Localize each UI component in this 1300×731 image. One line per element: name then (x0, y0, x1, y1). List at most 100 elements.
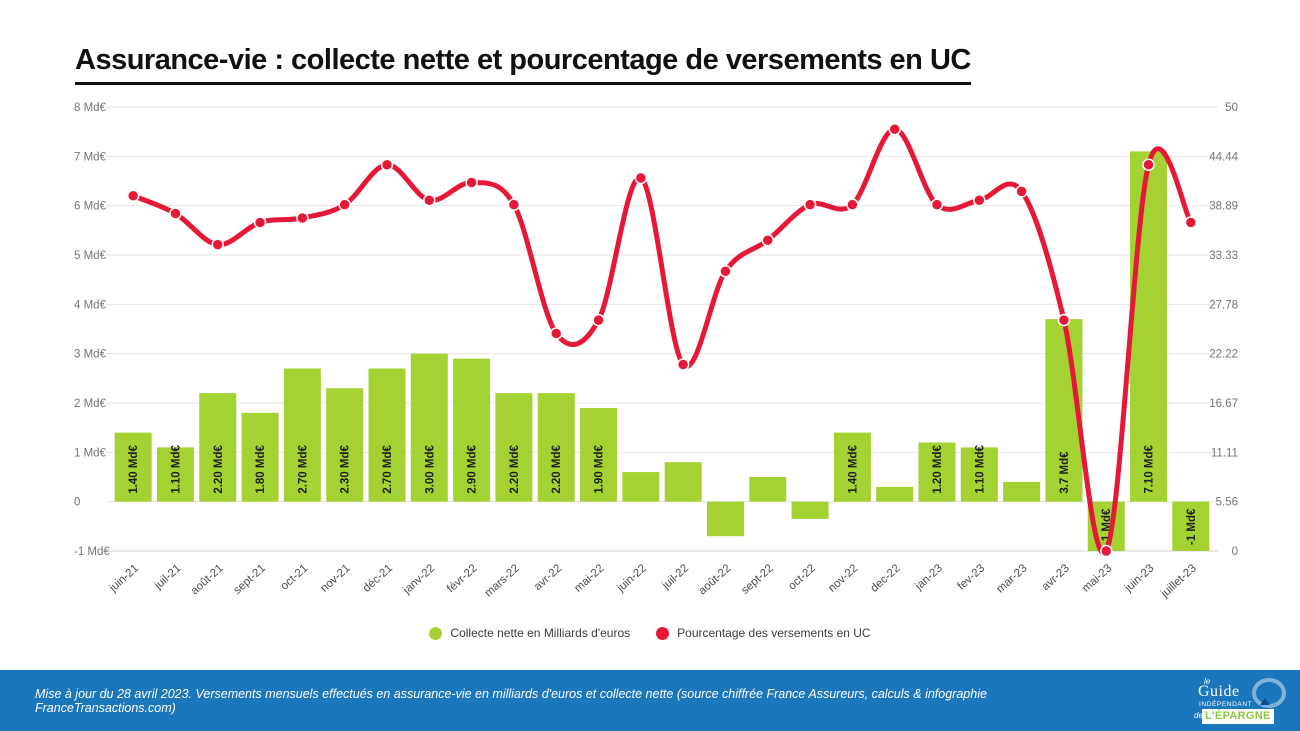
line-point (296, 211, 309, 225)
line-point (253, 216, 267, 229)
line-point (549, 327, 563, 340)
footer: Mise à jour du 28 avril 2023. Versements… (0, 670, 1300, 731)
left-axis-label: -1 Md€ (74, 546, 110, 558)
bar (368, 368, 406, 502)
bar (156, 447, 194, 502)
logo-epargne: L'ÉPARGNE (1202, 709, 1274, 724)
x-axis-label: janv-22 (401, 562, 438, 597)
bar (749, 477, 787, 502)
bar-value-label: 2.70 Md€ (297, 444, 309, 493)
line-point (973, 193, 986, 207)
x-axis-label: mai-22 (572, 562, 606, 594)
bar-value-label: 3.00 Md€ (424, 444, 436, 493)
line-point (465, 176, 478, 189)
bar-value-label: 1.20 Md€ (932, 444, 944, 493)
right-axis-label: 38.89 (1209, 201, 1238, 213)
line-point (380, 158, 394, 171)
logo-arrow-icon (1260, 698, 1270, 705)
left-axis-label: 2 Md€ (74, 398, 107, 410)
line-point (761, 233, 775, 247)
bar-value-label: 1.40 Md€ (128, 444, 140, 493)
bar (326, 388, 364, 502)
line-point (1099, 544, 1113, 558)
line-point (423, 193, 436, 207)
right-axis-label: 50 (1225, 102, 1238, 114)
bar-value-label: 1.80 Md€ (255, 444, 267, 493)
line-point (1057, 313, 1071, 327)
chart-legend: Collecte nette en Milliards d'euros Pour… (0, 618, 1300, 648)
legend-label-collecte: Collecte nette en Milliards d'euros (450, 626, 631, 640)
left-axis-label: 3 Md€ (74, 349, 107, 361)
x-axis-label: août-22 (696, 562, 733, 597)
left-axis-label: 5 Md€ (74, 250, 107, 262)
x-axis-label: avr-23 (1040, 562, 1072, 593)
bar-value-label: 1.10 Md€ (974, 444, 986, 493)
bar (664, 462, 702, 502)
line-point (507, 198, 521, 211)
x-axis-label: mar-23 (995, 562, 1030, 595)
bar-value-label: 7.10 Md€ (1144, 444, 1156, 493)
x-axis-label: déc-21 (361, 562, 395, 594)
bar (241, 412, 279, 502)
x-axis-label: juin-21 (107, 562, 141, 595)
guide-epargne-logo: le Guide INDÉPENDANT de L'ÉPARGNE (1192, 678, 1288, 724)
x-axis-label: oct-22 (786, 562, 818, 592)
footer-source-text: Mise à jour du 28 avril 2023. Versements… (35, 686, 987, 715)
bar-value-label: 2.20 Md€ (213, 444, 225, 493)
right-axis-label: 16.67 (1209, 398, 1238, 410)
bar (918, 442, 956, 502)
x-axis-label: sept-21 (232, 562, 269, 597)
logo-le: le (1204, 677, 1211, 686)
x-axis-label: juillet-23 (1158, 562, 1199, 600)
bar (791, 501, 829, 519)
bar-value-label: 1.40 Md€ (847, 444, 859, 493)
page-title: Assurance-vie : collecte nette et pource… (75, 44, 971, 85)
x-axis-label: févr-22 (445, 562, 480, 595)
logo-independant: INDÉPENDANT (1199, 701, 1253, 708)
left-axis-label: 0 (74, 497, 80, 509)
x-axis-label: sept-22 (739, 562, 776, 597)
bar-value-label: 1.90 Md€ (594, 444, 606, 493)
bar-value-label: 3.7 Md€ (1059, 451, 1071, 494)
bar (833, 432, 871, 502)
line-point (592, 313, 605, 327)
bar-value-label: 2.20 Md€ (551, 444, 563, 493)
logo-de: de (1194, 711, 1203, 720)
red-dot-icon (656, 626, 670, 640)
left-axis-label: 6 Md€ (74, 201, 107, 213)
chart-area: 8 Md€ 7 Md€ 6 Md€ 5 Md€ 4 Md€ 3 Md€ 2 Md€ 1 Md€… (0, 92, 1300, 612)
bar (410, 353, 448, 502)
x-axis-label: juil-21 (152, 562, 184, 592)
x-axis-label: avr-22 (532, 562, 564, 593)
legend-item-collecte: Collecte nette en Milliards d'euros (429, 626, 630, 640)
x-axis-label: juin-22 (614, 562, 648, 595)
logo-circle-icon (1252, 678, 1286, 708)
legend-item-pourcentage: Pourcentage des versements en UC (656, 626, 871, 640)
line-point (169, 207, 182, 220)
bar (495, 393, 533, 502)
line-point (803, 198, 817, 211)
x-axis-label: mai-23 (1080, 562, 1114, 594)
bar (1003, 481, 1041, 502)
x-axis-label: oct-21 (279, 562, 311, 592)
right-axis-label: 11.11 (1211, 447, 1238, 459)
line-point (338, 198, 351, 211)
left-axis-label: 4 Md€ (74, 299, 107, 311)
bar (1130, 151, 1168, 502)
right-axis-label: 27.78 (1209, 299, 1238, 311)
line-point (1015, 185, 1028, 198)
line-point (676, 358, 690, 371)
line-point (211, 238, 225, 251)
x-axis-label: nov-22 (826, 562, 860, 594)
x-axis-label: juil-22 (660, 562, 692, 592)
line-point (846, 198, 859, 211)
right-axis-label: 0 (1232, 546, 1238, 558)
bar-value-label: 2.30 Md€ (340, 444, 352, 493)
legend-label-pourcentage: Pourcentage des versements en UC (677, 626, 871, 640)
bar (580, 407, 618, 502)
x-axis-label: jan-23 (912, 562, 945, 593)
line-point (126, 189, 140, 203)
line-point (1184, 216, 1198, 229)
x-axis-label: fev-23 (956, 562, 988, 592)
logo-guide: Guide (1198, 683, 1240, 700)
